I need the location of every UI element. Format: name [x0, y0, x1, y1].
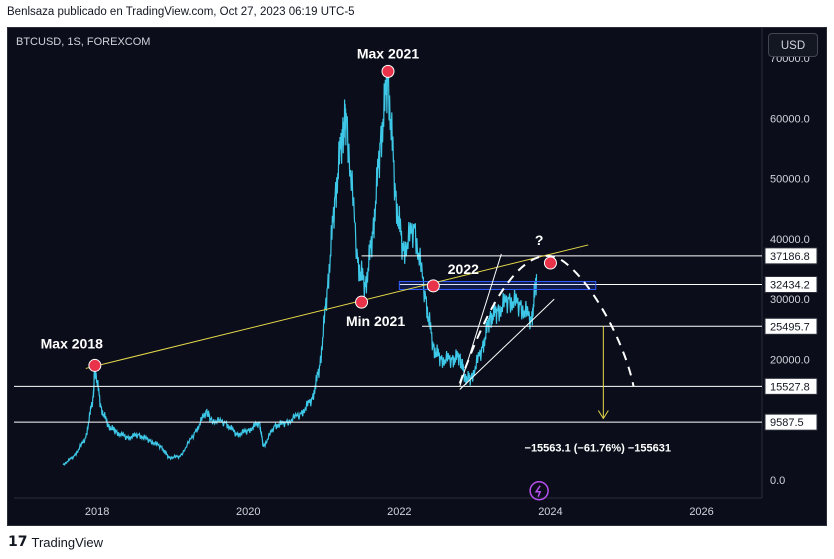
marker-min-2021 — [355, 295, 369, 309]
x-tick-label: 2022 — [387, 506, 411, 518]
axis-ticks: 0.010000.020000.030000.040000.050000.060… — [85, 53, 818, 518]
drawings — [14, 64, 762, 423]
x-tick-label: 2026 — [689, 506, 713, 518]
level-label: 9587.5 — [770, 417, 804, 429]
y-tick-label: 40000.0 — [770, 234, 810, 246]
grid — [14, 28, 763, 499]
footer-brand[interactable]: TradingView — [31, 534, 104, 550]
wedge-lower — [459, 298, 555, 390]
level-label-box — [764, 275, 818, 293]
flash-icon-bolt — [534, 485, 542, 498]
level-label: 15527.8 — [770, 381, 810, 393]
level-label: 25495.7 — [770, 321, 810, 333]
y-tick-label: 0.0 — [770, 475, 785, 487]
label-max-2018: Max 2018 — [41, 335, 103, 351]
footer: 17 TradingView — [8, 534, 103, 550]
level-label-box — [764, 317, 818, 335]
level-label: 37186.8 — [770, 251, 810, 263]
label-2022: 2022 — [448, 261, 479, 277]
y-tick-label: 50000.0 — [770, 174, 810, 186]
projected-path — [458, 254, 635, 387]
y-tick-label: 20000.0 — [770, 354, 810, 366]
x-tick-label: 2020 — [236, 506, 260, 518]
level-label-box — [764, 377, 818, 395]
level-label-box — [764, 247, 818, 265]
currency-button[interactable]: USD — [768, 33, 818, 57]
resistance-zone — [398, 280, 597, 290]
marker-2022 — [426, 279, 440, 293]
marker-max-2021 — [381, 64, 395, 78]
x-tick-label: 2024 — [538, 506, 562, 518]
symbol-label[interactable]: BTCUSD, 1S, FOREXCOM — [16, 36, 151, 48]
annotations: Max 2021 Max 2018 Min 2021 2022? −15563.1 (−… — [41, 45, 672, 501]
publication-header: Benlsaza publicado en TradingView.com, O… — [7, 6, 355, 18]
y-tick-label: 30000.0 — [770, 294, 810, 306]
measurement-label: −15563.1 (−61.76%) −155631 — [525, 443, 672, 455]
label-question: ? — [535, 232, 544, 248]
price-series — [62, 70, 538, 466]
x-tick-label: 2018 — [85, 506, 109, 518]
chart-area[interactable] — [7, 27, 827, 526]
tradingview-logo-icon: 17 — [8, 534, 28, 550]
marker-max-2018 — [88, 358, 102, 372]
flash-icon — [529, 481, 549, 501]
price-line — [62, 70, 538, 466]
label-min-2021: Min 2021 — [346, 313, 405, 329]
y-tick-label: 60000.0 — [770, 113, 810, 125]
level-label-box — [764, 413, 818, 431]
level-label: 32434.2 — [770, 279, 810, 291]
marker-current — [543, 256, 557, 270]
trendline — [85, 244, 589, 369]
label-max-2021: Max 2021 — [357, 45, 419, 61]
projection-arrowhead — [597, 410, 609, 420]
